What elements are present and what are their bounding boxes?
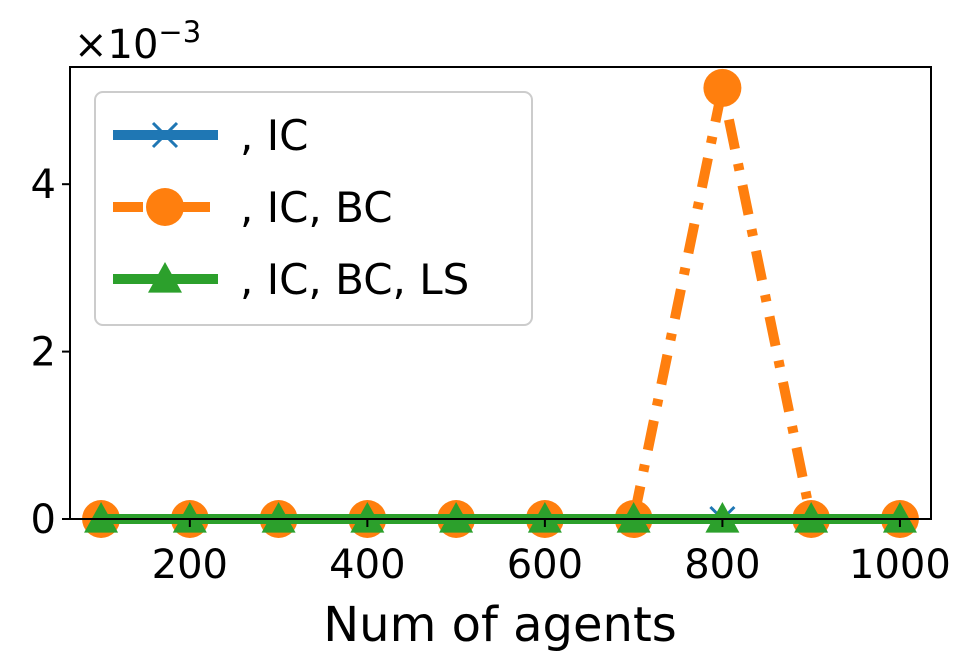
y-axis-scale-label: ×10−3 [74, 15, 201, 68]
x-tick-label: 800 [684, 542, 760, 588]
series-3-point [616, 502, 651, 533]
legend-label: , IC, BC [240, 183, 393, 232]
legend-marker [146, 188, 184, 226]
series-3-point [705, 502, 740, 533]
series-3-point [261, 502, 296, 533]
x-tick-label: 1000 [849, 542, 951, 588]
x-tick-label: 200 [152, 542, 228, 588]
legend-entry: , IC, BC [113, 183, 393, 232]
series-3-point [527, 502, 562, 533]
legend-label: , IC, BC, LS [240, 255, 469, 304]
y-tick-label: 4 [31, 162, 56, 208]
legend-entry: , IC, BC, LS [113, 255, 469, 304]
legend-marker [151, 121, 179, 149]
series-3-point [882, 502, 917, 533]
series-3-point [794, 502, 829, 533]
series-3-point [84, 502, 119, 533]
plot-frame [69, 66, 932, 520]
y-axis: 0 2 4 [31, 162, 70, 543]
x-tick-label: 600 [507, 542, 583, 588]
series-3-point [439, 502, 474, 533]
series-2-point [703, 68, 742, 107]
y-tick-label: 2 [31, 330, 56, 376]
x-tick-label: 400 [329, 542, 405, 588]
series-3-point [350, 502, 385, 533]
legend-entry: , IC [113, 111, 308, 160]
legend-marker [148, 262, 182, 293]
legend-box [94, 91, 533, 326]
series-3-point [172, 502, 207, 533]
x-axis: 200 400 600 800 1000 [152, 519, 951, 588]
series-3 [84, 502, 917, 533]
y-tick-label: 0 [31, 497, 56, 543]
x-axis-label: Num of agents [323, 597, 677, 653]
legend: , IC , IC, BC , IC, BC, LS [94, 91, 533, 326]
legend-label: , IC [240, 111, 308, 160]
